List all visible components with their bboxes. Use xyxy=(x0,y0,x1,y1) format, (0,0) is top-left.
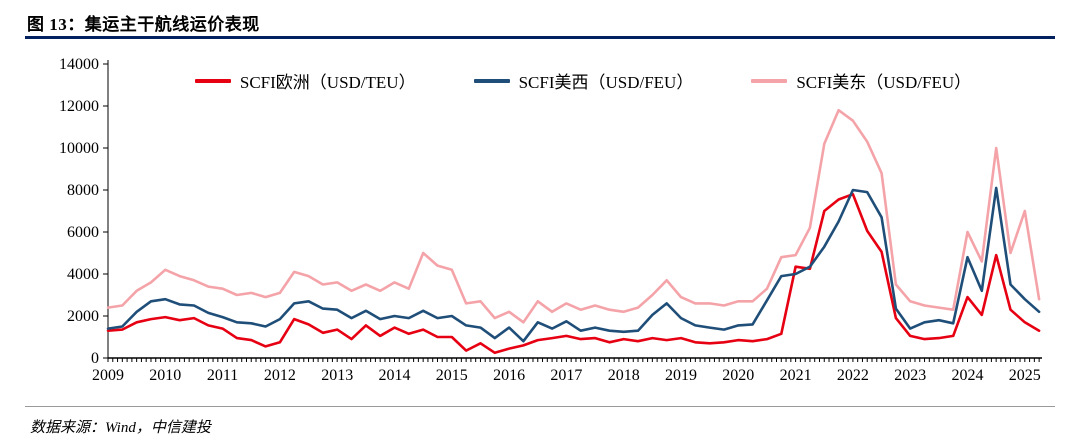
chart-legend: SCFI欧洲（USD/TEU） SCFI美西（USD/FEU） SCFI美东（U… xyxy=(123,68,1043,93)
x-axis-tick-label: 2024 xyxy=(952,367,984,384)
y-axis-tick-label: 2000 xyxy=(67,308,99,325)
x-axis-tick-label: 2018 xyxy=(608,367,640,384)
x-axis-tick-label: 2010 xyxy=(149,367,181,384)
legend-line-swatch-europe xyxy=(194,78,231,83)
x-axis-tick-label: 2021 xyxy=(780,367,812,384)
x-axis-tick-label: 2011 xyxy=(207,367,238,384)
y-axis-tick-label: 6000 xyxy=(67,224,99,241)
y-axis-tick-label: 12000 xyxy=(59,98,99,115)
x-axis-tick-label: 2020 xyxy=(722,367,754,384)
header-divider-rule xyxy=(25,36,1055,39)
y-axis-tick-label: 0 xyxy=(91,350,99,367)
y-axis-tick-label: 8000 xyxy=(67,182,99,199)
series-line-2 xyxy=(106,108,1041,324)
legend-line-swatch-uswest xyxy=(473,78,510,83)
y-axis-tick-label: 14000 xyxy=(59,56,99,73)
x-axis-tick-label: 2025 xyxy=(1009,367,1041,384)
chart-area: SCFI欧洲（USD/TEU） SCFI美西（USD/FEU） SCFI美东（U… xyxy=(28,52,1058,390)
legend-label-europe: SCFI欧洲（USD/TEU） xyxy=(239,73,416,92)
x-axis-tick-label: 2016 xyxy=(493,367,525,384)
legend-item-scfi-europe: SCFI欧洲（USD/TEU） xyxy=(194,68,416,93)
legend-label-uswest: SCFI美西（USD/FEU） xyxy=(518,73,694,92)
x-axis-tick-label: 2012 xyxy=(264,367,296,384)
data-source-note: 数据来源：Wind，中信建投 xyxy=(30,420,211,436)
figure-title: 图 13：集运主干航线运价表现 xyxy=(27,15,260,34)
series-line-0 xyxy=(106,192,1041,355)
x-axis-tick-label: 2013 xyxy=(321,367,353,384)
legend-label-useast: SCFI美东（USD/FEU） xyxy=(796,73,972,92)
legend-item-scfi-useast: SCFI美东（USD/FEU） xyxy=(751,68,971,93)
x-axis-tick-label: 2022 xyxy=(837,367,869,384)
freight-rate-line-chart: 0 2000 4000 6000 8000 10000 12000 14000 2009 2010… xyxy=(59,56,1042,384)
y-axis-tick-label: 4000 xyxy=(67,266,99,283)
x-axis-tick-label: 2023 xyxy=(894,367,926,384)
legend-line-swatch-useast xyxy=(751,78,788,83)
footer-divider-rule xyxy=(25,406,1055,407)
x-axis-tick-label: 2015 xyxy=(436,367,468,384)
series-line-1 xyxy=(106,186,1041,343)
x-axis-tick-label: 2017 xyxy=(550,367,582,384)
x-axis-tick-label: 2014 xyxy=(379,367,411,384)
x-axis-tick-label: 2009 xyxy=(92,367,124,384)
legend-item-scfi-uswest: SCFI美西（USD/FEU） xyxy=(473,68,694,93)
x-axis-tick-label: 2019 xyxy=(665,367,697,384)
y-axis-tick-label: 10000 xyxy=(59,140,99,157)
